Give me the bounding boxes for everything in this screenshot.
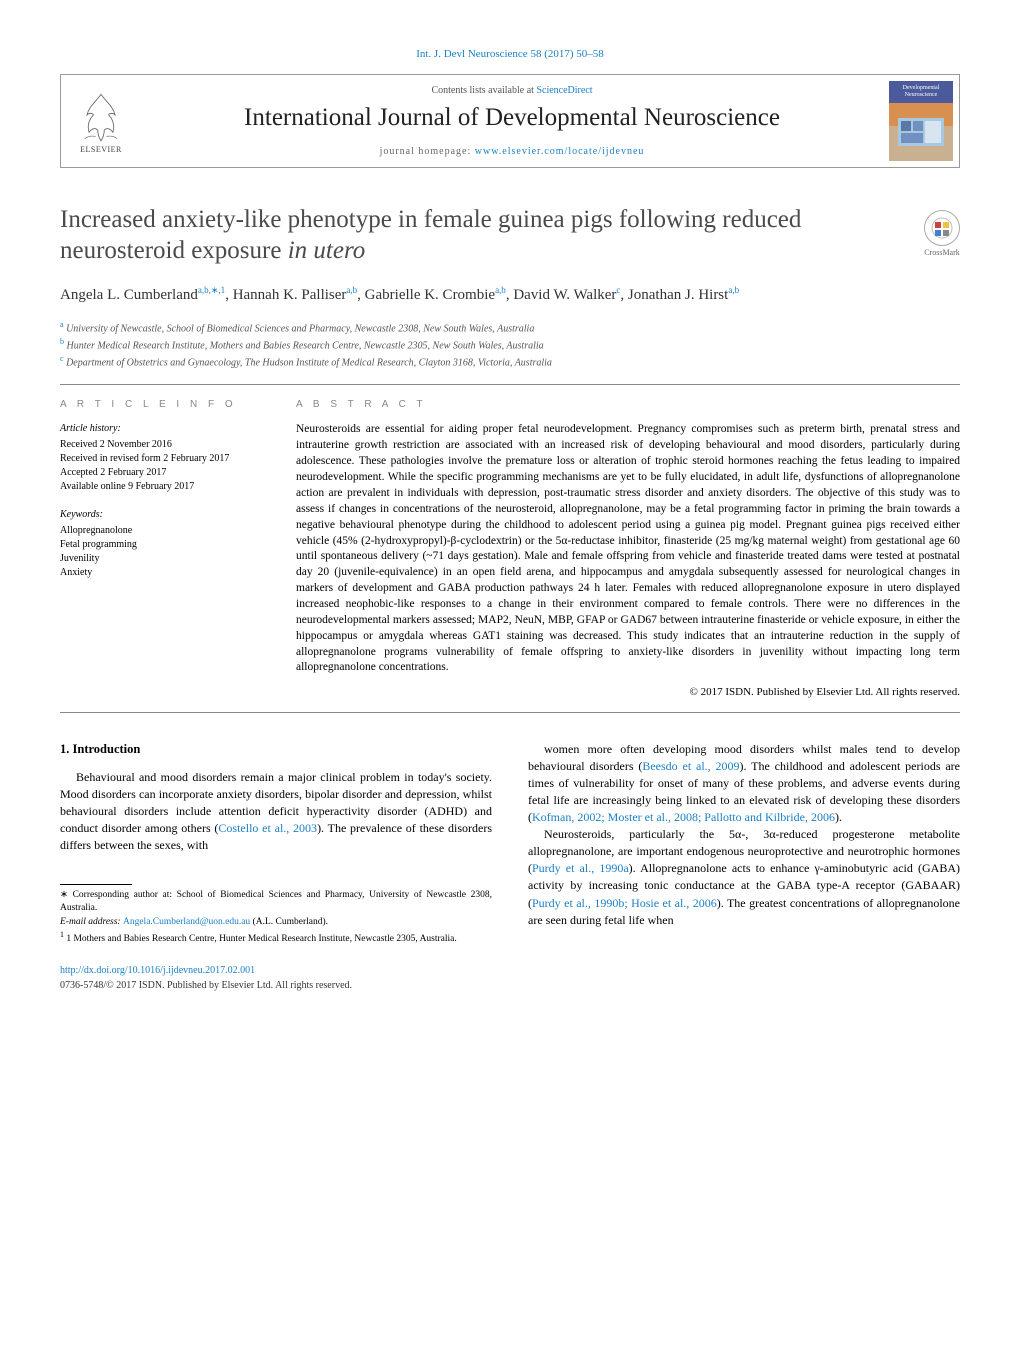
journal-citation[interactable]: Int. J. Devl Neuroscience 58 (2017) 50–5… (60, 48, 960, 60)
affiliation: c Department of Obstetrics and Gynaecolo… (60, 353, 960, 370)
ref-beesdo[interactable]: Beesdo et al., 2009 (642, 759, 739, 773)
crossmark-badge[interactable]: CrossMark (924, 210, 960, 257)
author: Angela L. Cumberlanda,b,∗,1 (60, 287, 225, 303)
journal-header: ELSEVIER Contents lists available at Sci… (60, 74, 960, 168)
elsevier-tree-icon (74, 89, 128, 143)
abstract-copyright: © 2017 ISDN. Published by Elsevier Ltd. … (296, 686, 960, 698)
section-1-heading: 1. Introduction (60, 741, 492, 759)
body-para-3: Neurosteroids, particularly the 5α-, 3α-… (528, 826, 960, 928)
affiliation: b Hunter Medical Research Institute, Mot… (60, 336, 960, 353)
ref-costello[interactable]: Costello et al., 2003 (218, 821, 317, 835)
crossmark-icon (931, 217, 953, 239)
ref-purdy-b[interactable]: Purdy et al., 1990b; Hosie et al., 2006 (532, 896, 717, 910)
keywords-label: Keywords: (60, 508, 260, 522)
author: Gabrielle K. Crombiea,b (365, 287, 506, 303)
footnote-1: 1 1 Mothers and Babies Research Centre, … (60, 929, 492, 946)
author: David W. Walkerc (513, 287, 620, 303)
keyword: Juvenility (60, 552, 260, 566)
rule-top (60, 384, 960, 385)
author: Hannah K. Pallisera,b (233, 287, 357, 303)
footnote-rule (60, 884, 132, 885)
journal-name: International Journal of Developmental N… (141, 104, 883, 132)
history-item: Available online 9 February 2017 (60, 480, 260, 494)
crossmark-label: CrossMark (924, 248, 960, 257)
keyword: Allopregnanolone (60, 524, 260, 538)
abstract-text: Neurosteroids are essential for aiding p… (296, 422, 960, 676)
affiliations: a University of Newcastle, School of Bio… (60, 319, 960, 371)
body-para-1: Behavioural and mood disorders remain a … (60, 769, 492, 854)
elsevier-label: ELSEVIER (80, 145, 122, 154)
footer-copyright: 0736-5748/© 2017 ISDN. Published by Else… (60, 979, 492, 993)
doi-link[interactable]: http://dx.doi.org/10.1016/j.ijdevneu.201… (60, 965, 255, 976)
author: Jonathan J. Hirsta,b (628, 287, 739, 303)
article-title: Increased anxiety-like phenotype in fema… (60, 204, 908, 267)
cover-title: Developmental Neuroscience (889, 81, 953, 103)
rule-bottom (60, 712, 960, 713)
abstract-heading: A B S T R A C T (296, 399, 960, 410)
email-link[interactable]: Angela.Cumberland@uon.edu.au (123, 917, 250, 927)
history-item: Accepted 2 February 2017 (60, 466, 260, 480)
article-info-heading: A R T I C L E I N F O (60, 399, 260, 410)
cover-image-icon (898, 118, 944, 146)
keyword: Fetal programming (60, 538, 260, 552)
contents-available: Contents lists available at ScienceDirec… (141, 85, 883, 96)
authors-list: Angela L. Cumberlanda,b,∗,1, Hannah K. P… (60, 283, 960, 307)
corresponding-author: ∗ Corresponding author at: School of Bio… (60, 889, 492, 916)
history-label: Article history: (60, 422, 260, 436)
journal-cover: Developmental Neuroscience (883, 75, 959, 167)
homepage-label: journal homepage: (380, 146, 475, 157)
body-para-2: women more often developing mood disorde… (528, 741, 960, 826)
history-item: Received 2 November 2016 (60, 438, 260, 452)
ref-kofman[interactable]: Kofman, 2002; Moster et al., 2008; Pallo… (532, 810, 835, 824)
keyword: Anxiety (60, 566, 260, 580)
elsevier-logo: ELSEVIER (61, 75, 141, 167)
homepage-link[interactable]: www.elsevier.com/locate/ijdevneu (475, 146, 645, 157)
history-item: Received in revised form 2 February 2017 (60, 452, 260, 466)
affiliation: a University of Newcastle, School of Bio… (60, 319, 960, 336)
email-line: E-mail address: Angela.Cumberland@uon.ed… (60, 916, 492, 929)
ref-purdy-a[interactable]: Purdy et al., 1990a (532, 861, 629, 875)
sciencedirect-link[interactable]: ScienceDirect (536, 85, 592, 96)
